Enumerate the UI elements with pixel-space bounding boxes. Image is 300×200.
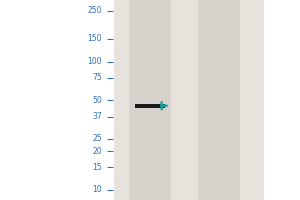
Bar (198, 0, 240, 200)
Bar (135, 104, 165, 108)
Text: 25: 25 (92, 134, 102, 143)
Text: 20: 20 (92, 147, 102, 156)
Text: 150: 150 (88, 34, 102, 43)
Text: 100: 100 (88, 57, 102, 66)
Text: 15: 15 (92, 163, 102, 172)
Bar (129, 0, 171, 200)
Text: 10: 10 (92, 185, 102, 194)
Text: 250: 250 (88, 6, 102, 15)
Text: 37: 37 (92, 112, 102, 121)
Text: 75: 75 (92, 73, 102, 82)
Bar (114, 0, 264, 200)
Text: 50: 50 (92, 96, 102, 105)
